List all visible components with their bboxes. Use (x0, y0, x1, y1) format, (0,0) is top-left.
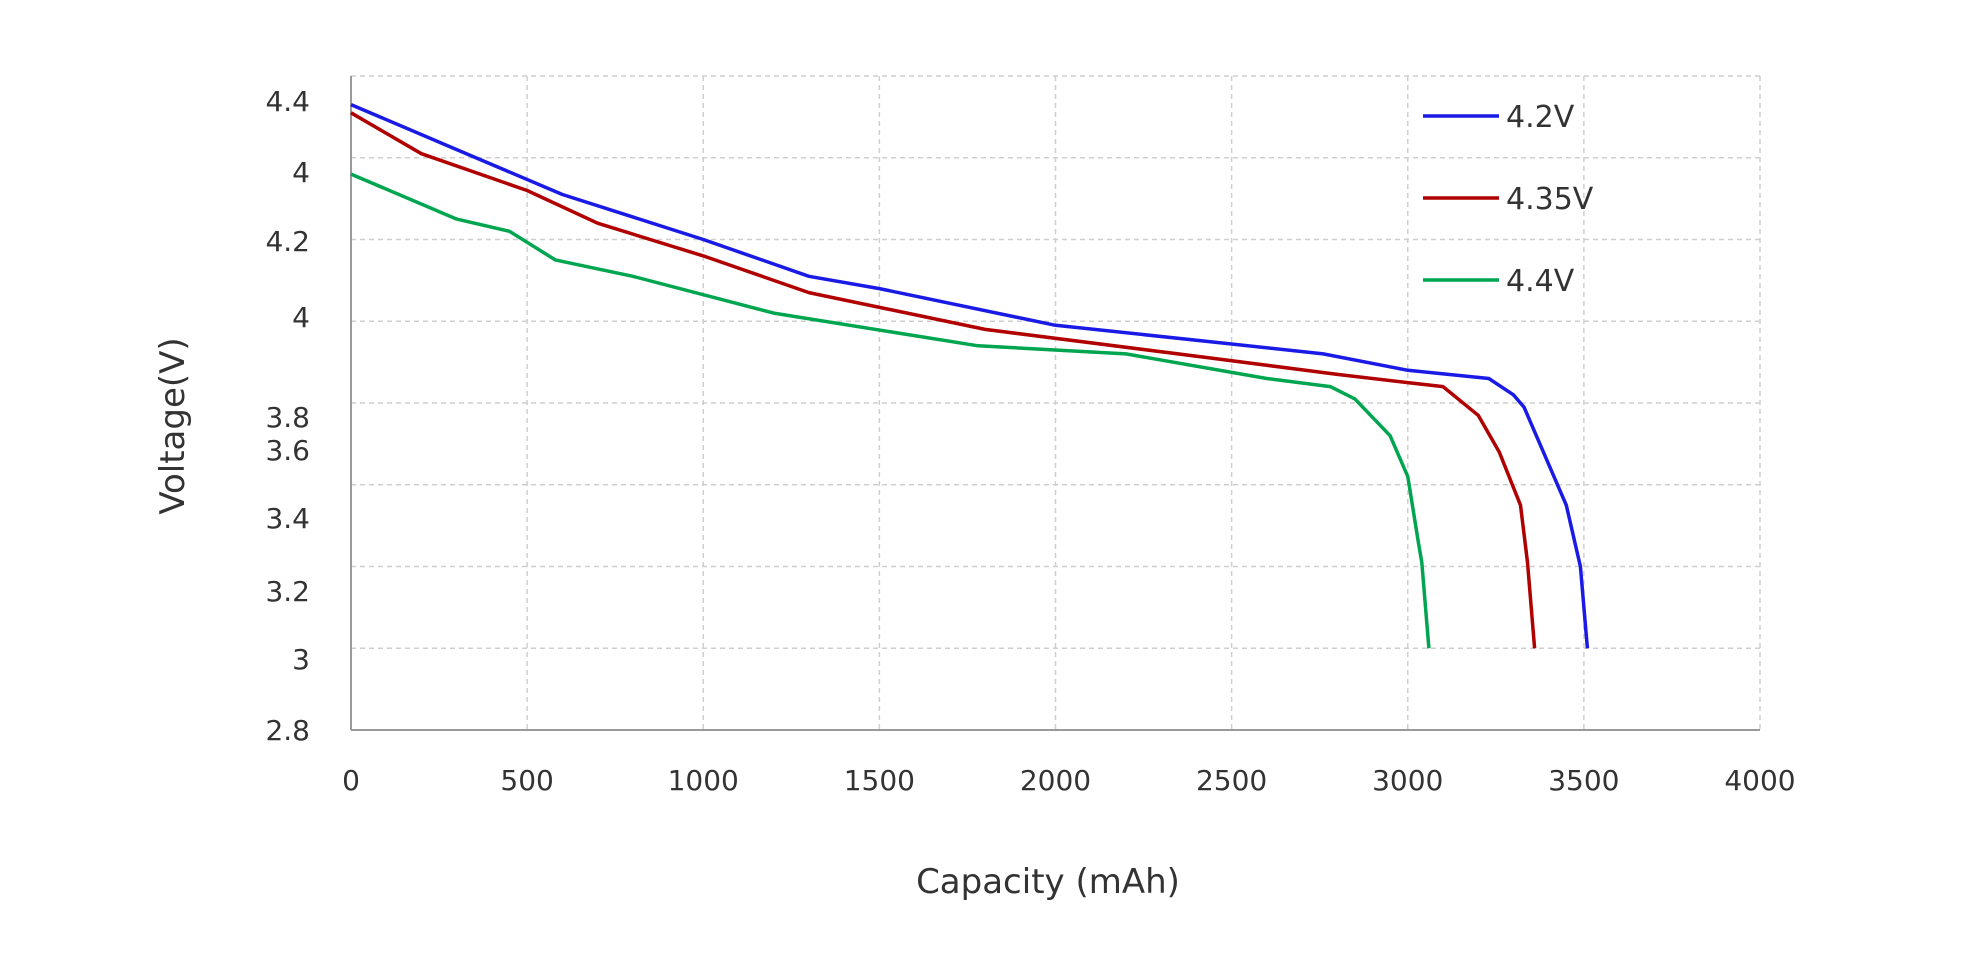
y-tick-label: 4 (292, 301, 310, 334)
y-tick-label: 3.6 (265, 434, 310, 467)
x-tick-label: 4000 (1724, 764, 1795, 797)
x-tick-label: 2500 (1196, 764, 1267, 797)
x-tick-label: 1000 (668, 764, 739, 797)
legend-item: 4.2V (1423, 100, 1575, 135)
y-tick-label: 4.2 (265, 225, 310, 258)
y-tick-label: 3.8 (265, 401, 310, 434)
legend: 4.2V 4.35V 4.4V (1423, 100, 1594, 299)
x-axis-title: Capacity (mAh) (916, 862, 1180, 902)
y-tick-label: 3.2 (265, 575, 310, 608)
x-tick-label: 2000 (1020, 764, 1091, 797)
legend-label: 4.4V (1506, 264, 1575, 299)
y-tick-label: 3 (292, 643, 310, 676)
x-tick-label: 3000 (1372, 764, 1443, 797)
y-tick-label: 3.4 (265, 502, 310, 535)
axes (350, 76, 1760, 731)
x-tick-label: 3500 (1548, 764, 1619, 797)
series-lines (350, 102, 1590, 649)
y-tick-label: 4.4 (265, 85, 310, 118)
series-line (350, 111, 1537, 649)
x-tick-labels: 0 500 1000 1500 2000 2500 3000 3500 4000 (342, 764, 1796, 797)
x-tick-label: 0 (342, 764, 360, 797)
y-axis-title: Voltage(V) (153, 337, 193, 514)
y-tick-labels: 4.4 4 4.2 4 3.83.6 3.4 3.2 3 2.8 (265, 85, 310, 747)
legend-item: 4.35V (1423, 182, 1594, 217)
series-line (350, 172, 1431, 649)
x-tick-label: 500 (500, 764, 553, 797)
y-tick-label: 2.8 (265, 714, 310, 747)
y-tick-label: 4 (292, 156, 310, 189)
grid (351, 75, 1761, 730)
x-tick-label: 1500 (844, 764, 915, 797)
legend-label: 4.2V (1506, 100, 1575, 135)
legend-item: 4.4V (1423, 264, 1575, 299)
legend-label: 4.35V (1506, 182, 1594, 217)
series-line (350, 102, 1590, 649)
